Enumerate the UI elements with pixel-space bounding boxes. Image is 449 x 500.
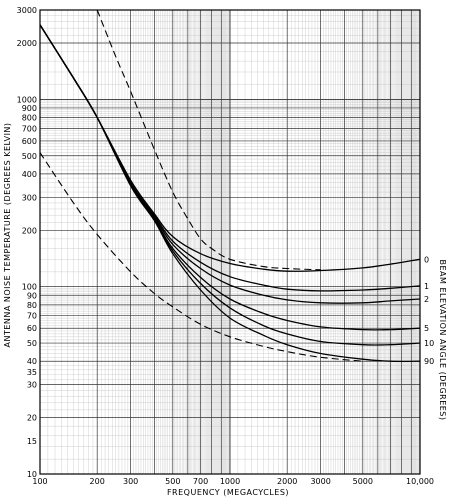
series-layer <box>39 9 421 363</box>
x-axis-title: FREQUENCY (MEGACYCLES) <box>167 488 289 497</box>
x-tick-label: 3000 <box>310 477 330 486</box>
y-tick-label: 80 <box>27 301 37 310</box>
curve-label-2: 2 <box>424 295 429 304</box>
y-tick-label: 1000 <box>17 95 37 104</box>
y-tick-label: 50 <box>27 339 37 348</box>
x-tick-label: 300 <box>123 477 138 486</box>
series-line-90 <box>39 24 421 363</box>
y-tick-label: 800 <box>22 114 37 123</box>
y-tick-label: 500 <box>22 152 37 161</box>
y-axis-title: ANTENNA NOISE TEMPERATURE (DEGREES KELVI… <box>3 122 12 347</box>
x-tick-label: 100 <box>32 477 47 486</box>
y-tick-label: 70 <box>27 312 37 321</box>
y-tick-label: 90 <box>27 291 37 300</box>
y-tick-label: 3000 <box>17 6 37 15</box>
x-tick-label: 10,000 <box>406 477 434 486</box>
y-tick-label: 900 <box>22 104 37 113</box>
y-tick-label: 400 <box>22 170 37 179</box>
major-grid <box>39 9 421 475</box>
curve-label-90: 90 <box>424 357 434 366</box>
curve-label-0: 0 <box>424 255 429 264</box>
y-tick-label: 30 <box>27 381 37 390</box>
y-tick-label: 40 <box>27 357 37 366</box>
minor-grid <box>40 10 420 474</box>
y-tick-label: 15 <box>27 437 37 446</box>
y-tick-label: 2000 <box>17 39 37 48</box>
x-tick-label: 200 <box>90 477 105 486</box>
curve-label-5: 5 <box>424 324 429 333</box>
curve-label-10: 10 <box>424 339 434 348</box>
y-tick-label: 10 <box>27 470 37 479</box>
x-tick-labels: 100 200 300 500 700 1000 2000 3000 5000 10,000 <box>32 477 434 486</box>
curve-label-1: 1 <box>424 282 429 291</box>
y-tick-label: 600 <box>22 137 37 146</box>
y-tick-label: 200 <box>22 226 37 235</box>
plot-frame <box>39 9 421 475</box>
right-axis-title: BEAM ELEVATION ANGLE (DEGREES) <box>438 259 447 420</box>
x-tick-label: 2000 <box>277 477 297 486</box>
x-tick-label: 1000 <box>220 477 240 486</box>
curve-labels: 0 1 2 5 10 90 <box>424 255 434 366</box>
y-tick-label: 100 <box>22 283 37 292</box>
y-tick-label: 35 <box>27 368 37 377</box>
x-tick-label: 5000 <box>353 477 373 486</box>
y-tick-label: 700 <box>22 124 37 133</box>
y-tick-label: 300 <box>22 193 37 202</box>
dashed-limit-curve <box>96 9 321 271</box>
x-tick-label: 700 <box>193 477 208 486</box>
x-tick-label: 500 <box>165 477 180 486</box>
y-tick-label: 60 <box>27 324 37 333</box>
dashed-limit-curve <box>39 152 363 362</box>
y-tick-label: 20 <box>27 414 37 423</box>
